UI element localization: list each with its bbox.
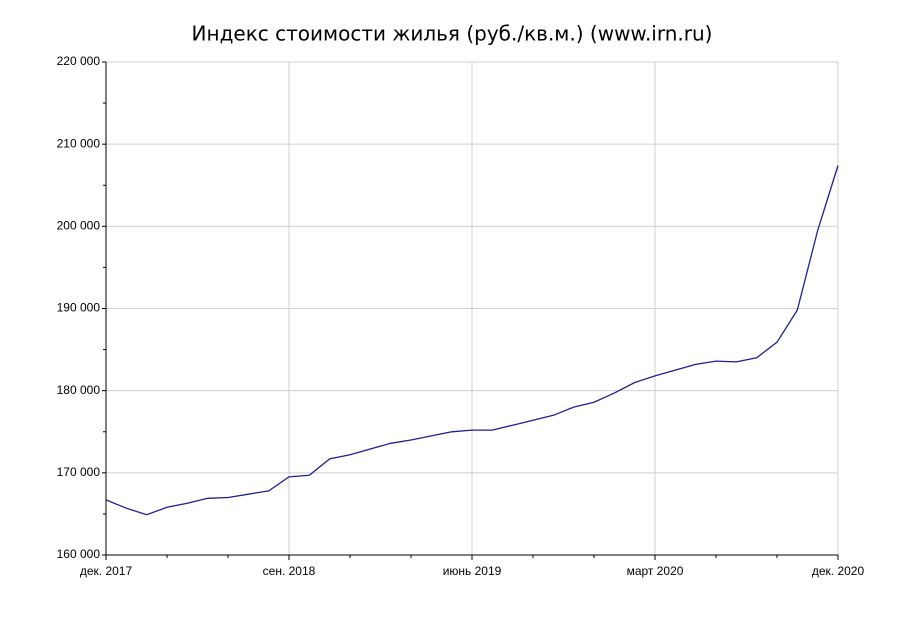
- y-tick-label: 220 000: [57, 54, 101, 68]
- y-tick-label: 200 000: [57, 219, 101, 233]
- x-tick-label: дек. 2017: [80, 564, 133, 578]
- x-tick-label: дек. 2020: [812, 564, 865, 578]
- y-tick-label: 210 000: [57, 136, 101, 150]
- x-tick-label: июнь 2019: [443, 564, 502, 578]
- y-tick-label: 180 000: [57, 383, 101, 397]
- chart-title: Индекс стоимости жилья (руб./кв.м.) (www…: [192, 22, 713, 46]
- y-tick-label: 160 000: [57, 547, 101, 561]
- x-tick-label: март 2020: [627, 564, 684, 578]
- x-tick-label: сен. 2018: [263, 564, 316, 578]
- data-line: [105, 165, 839, 516]
- y-tick-label: 190 000: [57, 301, 101, 315]
- y-tick-label: 170 000: [57, 465, 101, 479]
